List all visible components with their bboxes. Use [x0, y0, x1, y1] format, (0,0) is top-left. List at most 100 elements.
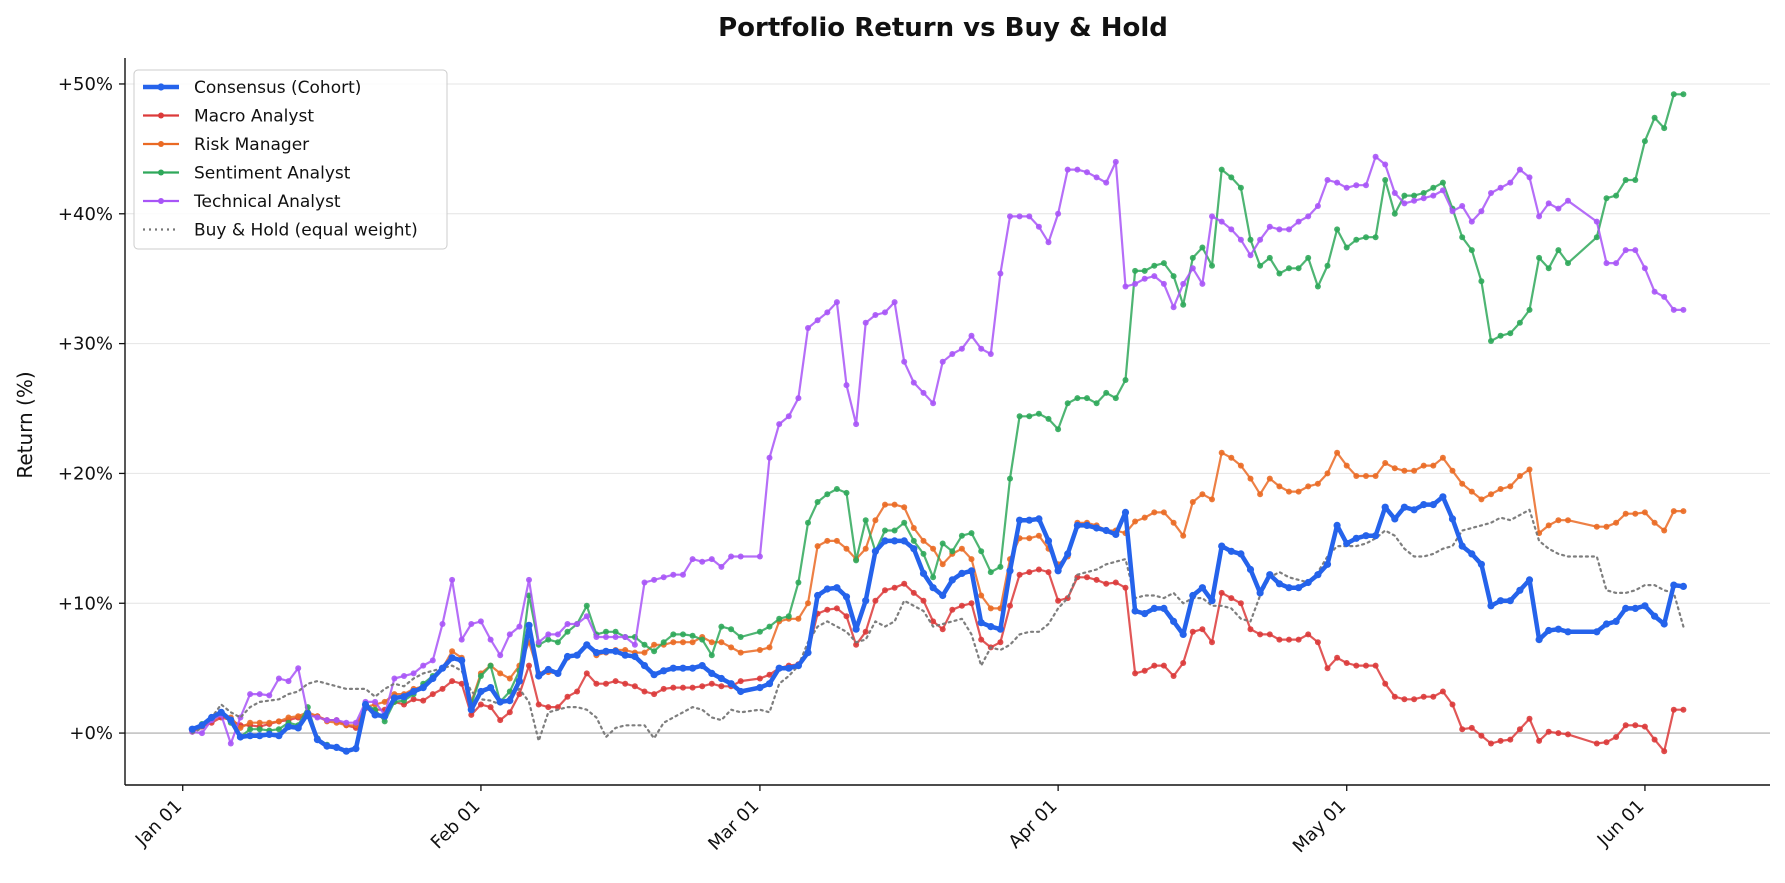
data-point [910, 537, 917, 544]
data-point [313, 736, 321, 744]
data-point [352, 719, 359, 726]
data-point [862, 628, 869, 635]
data-point [554, 669, 562, 678]
data-point [670, 639, 677, 646]
data-point [785, 613, 792, 620]
data-point [275, 675, 282, 682]
data-point [439, 685, 446, 692]
data-point [1506, 597, 1514, 605]
data-point [1352, 534, 1360, 542]
data-point [390, 694, 398, 702]
data-point [1488, 491, 1494, 498]
data-point [948, 576, 956, 584]
data-point [766, 671, 773, 678]
data-point [862, 597, 870, 605]
data-point [1353, 236, 1360, 243]
data-point [1199, 244, 1206, 251]
data-point [1622, 510, 1629, 517]
data-point [737, 678, 744, 685]
data-point [1151, 273, 1158, 280]
legend-marker [158, 112, 164, 119]
data-point [766, 454, 773, 461]
data-point [910, 379, 917, 386]
data-point [1286, 265, 1292, 272]
data-point [506, 697, 514, 705]
data-point [438, 664, 447, 672]
data-point [1334, 654, 1341, 661]
data-point [1680, 91, 1687, 98]
data-point [1420, 501, 1428, 509]
data-point [766, 623, 773, 630]
data-point [689, 684, 696, 691]
data-point [891, 527, 898, 534]
data-point [1488, 190, 1494, 196]
data-point [602, 647, 610, 655]
data-point [689, 639, 696, 646]
data-point [1468, 488, 1475, 495]
data-point [910, 525, 917, 531]
data-point [1401, 696, 1408, 703]
data-point [756, 647, 763, 653]
data-point [1209, 262, 1215, 269]
x-tick-label: Feb 01 [427, 796, 485, 854]
data-point [737, 553, 744, 560]
data-point [266, 692, 273, 699]
data-point [833, 486, 840, 492]
data-point [275, 732, 283, 740]
data-point [343, 719, 350, 726]
data-point [756, 628, 763, 635]
data-point [708, 639, 715, 646]
x-tick-label: Mar 01 [704, 796, 763, 855]
data-point [1459, 234, 1466, 241]
data-point [929, 584, 937, 592]
data-point [1420, 693, 1427, 700]
data-point [1314, 639, 1321, 646]
data-point [1324, 665, 1331, 672]
data-point [284, 723, 293, 731]
data-point [429, 657, 436, 664]
data-point [833, 605, 840, 612]
legend-marker [157, 83, 165, 91]
data-point [1439, 493, 1447, 501]
data-point [958, 345, 965, 352]
data-point [1170, 304, 1177, 311]
data-point [1448, 515, 1457, 523]
data-point [814, 499, 821, 505]
data-point [1170, 673, 1177, 679]
data-point [1391, 465, 1398, 472]
data-point [1507, 330, 1514, 337]
data-point [1295, 218, 1302, 225]
data-point [333, 717, 340, 724]
series-technical-analyst [189, 153, 1687, 747]
data-point [497, 652, 504, 659]
data-point [1209, 496, 1215, 503]
data-point [1007, 213, 1013, 220]
data-point [583, 613, 590, 620]
data-point [853, 557, 860, 564]
data-point [1237, 600, 1244, 607]
data-point [930, 618, 937, 625]
data-point [429, 674, 437, 683]
data-point [1112, 579, 1119, 586]
x-tick-label: Apr 01 [1005, 796, 1062, 853]
data-point [1112, 395, 1119, 402]
data-point [1286, 226, 1292, 233]
data-point [699, 683, 706, 690]
data-point [910, 545, 918, 553]
data-point [496, 698, 504, 706]
data-point [920, 550, 927, 557]
data-point [1516, 726, 1523, 733]
data-point [920, 537, 927, 544]
data-point [401, 673, 407, 679]
data-point [1516, 586, 1524, 594]
data-point [1132, 518, 1139, 525]
data-point [1680, 508, 1687, 515]
data-point [1324, 470, 1331, 477]
data-point [574, 621, 581, 627]
data-point [795, 395, 802, 402]
data-point [477, 687, 485, 696]
data-point [785, 664, 793, 672]
data-point [1420, 195, 1427, 202]
data-point [881, 537, 889, 545]
data-point [901, 580, 908, 587]
